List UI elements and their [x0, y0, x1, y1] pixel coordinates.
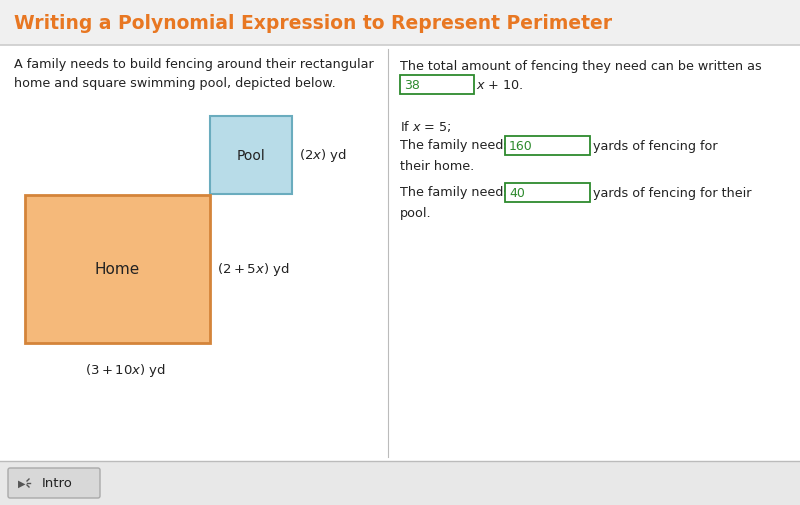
Text: 40: 40 — [509, 187, 525, 199]
Text: yards of fencing for their: yards of fencing for their — [593, 187, 751, 199]
Text: yards of fencing for: yards of fencing for — [593, 140, 718, 153]
Text: pool.: pool. — [400, 207, 432, 220]
Text: 160: 160 — [509, 140, 533, 153]
Text: $x$ + 10.: $x$ + 10. — [476, 79, 524, 92]
Text: $(2x)$ yd: $(2x)$ yd — [299, 147, 347, 164]
Text: A family needs to build fencing around their rectangular
home and square swimmin: A family needs to build fencing around t… — [14, 58, 374, 89]
Text: their home.: their home. — [400, 160, 474, 173]
Bar — [210, 117, 292, 194]
Bar — [505, 137, 590, 156]
Text: The total amount of fencing they need can be written as: The total amount of fencing they need ca… — [400, 60, 762, 73]
Text: If $x$ = 5;: If $x$ = 5; — [400, 119, 452, 134]
Text: $(3 + 10x)$ yd: $(3 + 10x)$ yd — [85, 361, 166, 378]
Text: Pool: Pool — [237, 148, 266, 163]
Bar — [505, 184, 590, 203]
Bar — [400, 76, 474, 95]
Text: Home: Home — [95, 262, 140, 277]
FancyBboxPatch shape — [8, 468, 100, 498]
Bar — [0, 461, 800, 505]
Text: $(2 + 5x)$ yd: $(2 + 5x)$ yd — [217, 261, 290, 278]
Text: Intro: Intro — [42, 477, 73, 489]
Text: 38: 38 — [404, 79, 420, 92]
Text: The family needs: The family needs — [400, 186, 514, 198]
Bar — [0, 0, 800, 46]
Text: ▶: ▶ — [18, 478, 26, 488]
Bar — [25, 195, 210, 343]
Text: Writing a Polynomial Expression to Represent Perimeter: Writing a Polynomial Expression to Repre… — [14, 14, 612, 32]
Text: The family needs: The family needs — [400, 139, 514, 151]
